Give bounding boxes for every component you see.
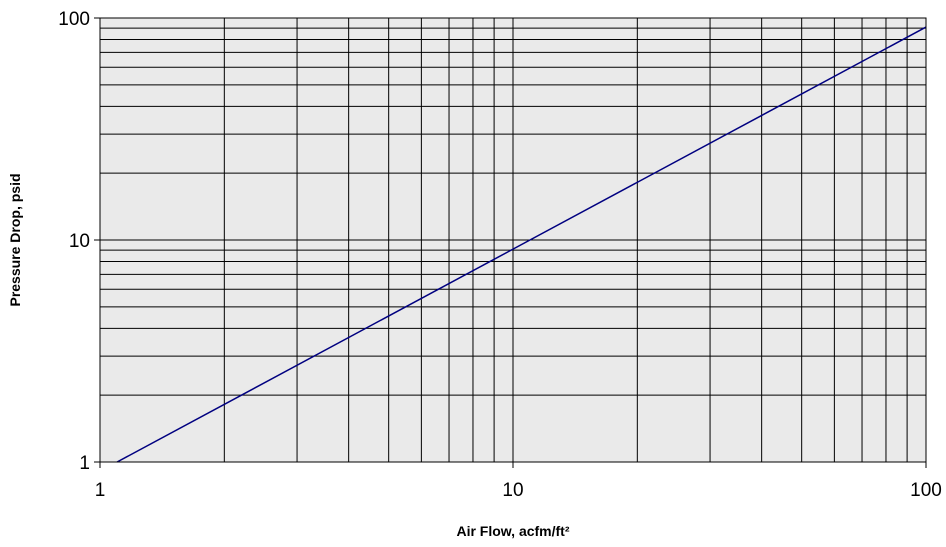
x-axis-title: Air Flow, acfm/ft²	[456, 523, 569, 539]
series-line	[116, 26, 927, 463]
x-tick-label: 100	[910, 480, 942, 501]
x-tick-label: 1	[95, 480, 106, 501]
y-tick-label: 100	[58, 9, 90, 30]
x-tick-label: 10	[502, 480, 523, 501]
grid-lines	[100, 18, 926, 462]
y-tick-labels: 1 10 100	[58, 9, 90, 474]
series-layer	[116, 26, 927, 463]
y-tick-label: 1	[79, 453, 90, 474]
y-tick-label: 10	[69, 231, 90, 252]
axis-tick-marks	[94, 17, 927, 468]
y-axis-title: Pressure Drop, psid	[7, 173, 23, 306]
x-tick-labels: 1 10 100	[95, 480, 942, 501]
